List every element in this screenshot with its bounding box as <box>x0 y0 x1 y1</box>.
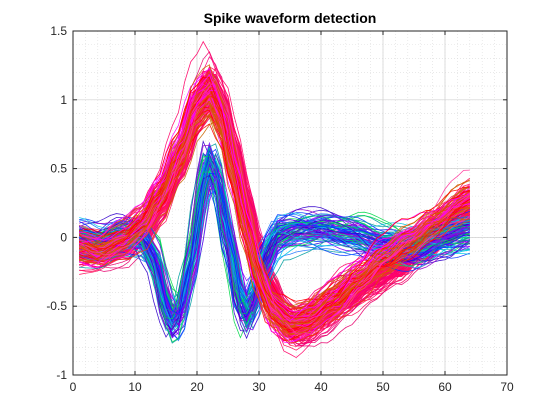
waveform-line <box>79 113 470 330</box>
y-tick-label: 0 <box>60 230 67 244</box>
waveform-traces <box>78 40 471 359</box>
x-tick-label: 50 <box>376 380 390 394</box>
axis-ticks: 0 10 20 30 40 50 60 70 -1 -0.5 0 0.5 1 1.5 <box>46 24 514 394</box>
waveform-line <box>79 174 470 331</box>
x-tick-label: 20 <box>190 380 204 394</box>
waveform-line <box>79 113 470 325</box>
waveform-line <box>79 75 471 336</box>
waveform-line <box>79 100 470 324</box>
waveform-line <box>79 74 470 318</box>
x-tick-label: 60 <box>438 380 452 394</box>
y-tick-label: 0.5 <box>50 162 67 176</box>
waveform-line <box>79 74 470 321</box>
chart-title: Spike waveform detection <box>204 10 377 26</box>
waveform-line <box>78 95 470 329</box>
y-tick-label: 1.5 <box>50 24 67 38</box>
x-tick-label: 0 <box>70 380 77 394</box>
waveform-line <box>79 109 471 333</box>
x-tick-label: 70 <box>500 380 514 394</box>
x-tick-label: 30 <box>252 380 266 394</box>
waveform-line <box>79 89 471 313</box>
x-tick-label: 40 <box>314 380 328 394</box>
x-tick-label: 10 <box>128 380 142 394</box>
waveform-line <box>79 95 470 344</box>
waveform-line <box>78 77 470 319</box>
y-tick-label: 1 <box>60 93 67 107</box>
y-tick-label: -0.5 <box>46 299 67 313</box>
y-tick-label: -1 <box>56 368 67 382</box>
axes-frame <box>72 30 508 376</box>
axes-box <box>72 30 508 376</box>
